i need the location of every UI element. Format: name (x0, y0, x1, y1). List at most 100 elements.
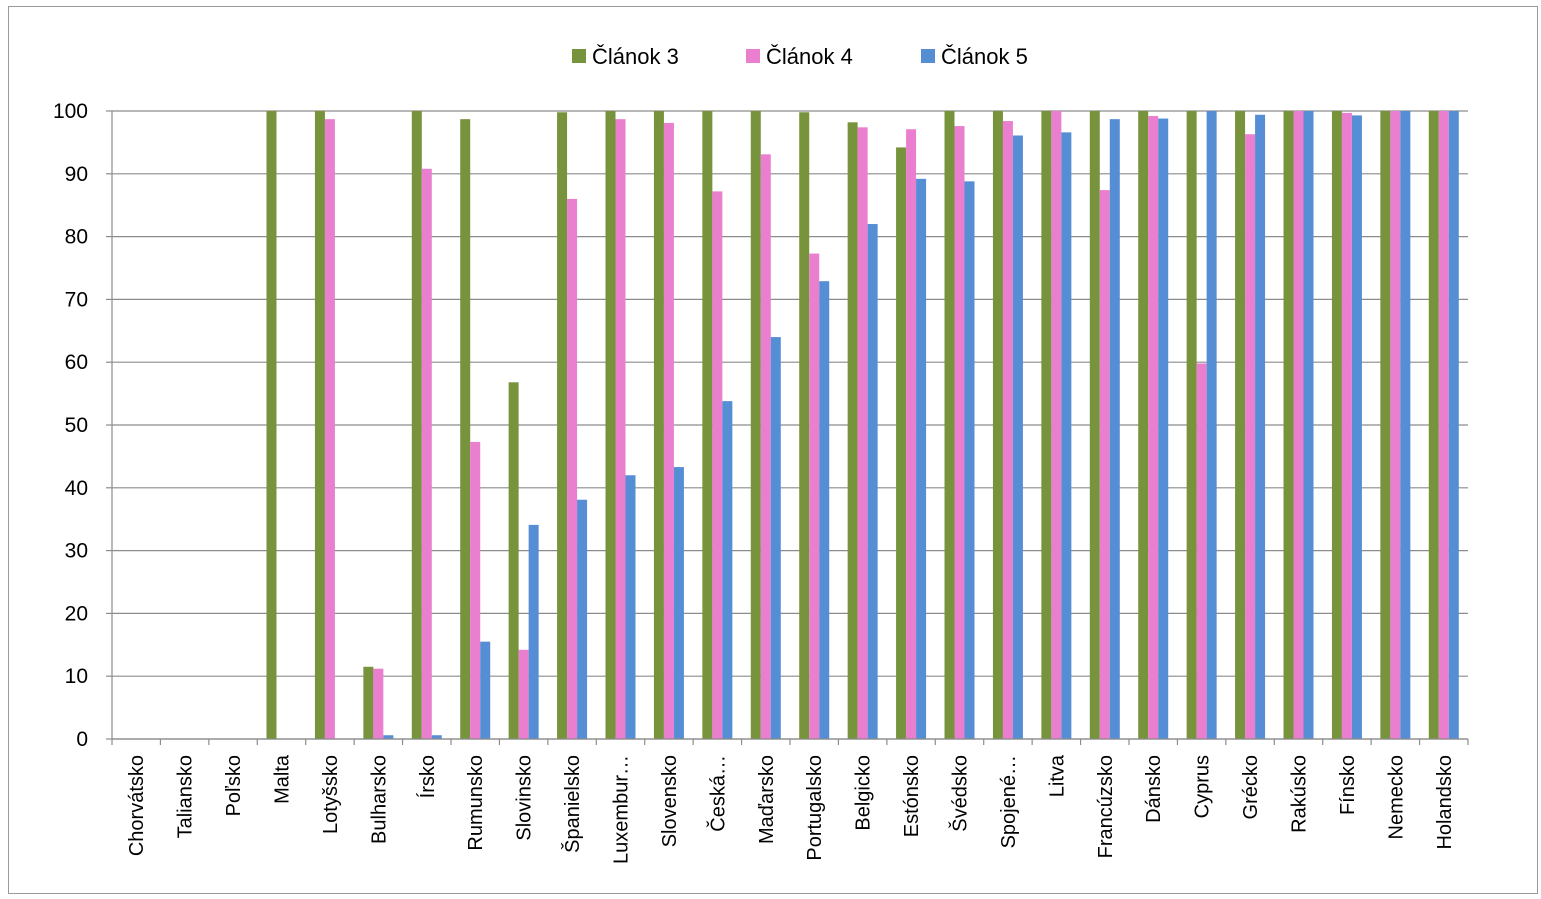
y-tick-label: 50 (65, 414, 88, 437)
bar-4 (1245, 134, 1256, 740)
bar-5 (964, 181, 975, 739)
x-category-label: Belgicko (853, 755, 875, 831)
bar-4 (906, 129, 917, 739)
bar-5 (383, 735, 394, 739)
bar-4 (1341, 112, 1352, 739)
bar-5 (528, 524, 539, 739)
bar-4 (857, 127, 868, 739)
x-category-label: Estónsko (901, 755, 923, 837)
bar-4 (1196, 363, 1207, 739)
bar-5 (431, 735, 442, 739)
x-category-label: Malta (272, 754, 294, 804)
x-category-label: Maďarsko (756, 755, 778, 844)
bar-5 (673, 467, 684, 739)
bar-5 (480, 641, 491, 739)
bar-4 (421, 168, 432, 739)
bar-3 (1041, 111, 1052, 739)
legend-swatch (746, 49, 760, 63)
y-tick-label: 0 (76, 728, 88, 751)
bar-4 (567, 198, 578, 740)
bar-4 (373, 668, 384, 739)
bar-3 (411, 111, 422, 739)
legend-label: Článok 3 (592, 44, 679, 69)
x-category-label: Írsko (416, 755, 439, 798)
legend: Článok 3 Článok 4 Článok 5 (572, 44, 1028, 69)
bar-3 (314, 111, 325, 739)
x-category-label: Švédsko (949, 755, 972, 832)
y-tick-label: 100 (53, 100, 88, 123)
x-category-label: Dánsko (1143, 755, 1165, 823)
y-tick-label: 20 (65, 602, 88, 625)
x-category-label: Portugalsko (804, 755, 826, 861)
bar-4 (954, 126, 965, 739)
bar-4 (809, 253, 820, 739)
bar-5 (722, 401, 733, 739)
y-tick-label: 70 (65, 288, 88, 311)
bar-5 (1206, 111, 1217, 739)
bar-4 (1438, 111, 1449, 739)
bar-4 (1390, 111, 1401, 739)
bar-4 (1002, 121, 1013, 740)
y-axis-ticks: 0 10 20 30 40 50 60 70 80 90 100 (53, 100, 112, 751)
bar-5 (625, 475, 636, 739)
bar-5 (1109, 119, 1120, 739)
x-category-label: Nemecko (1385, 755, 1407, 839)
bar-3 (653, 111, 664, 739)
bar-4 (712, 191, 723, 739)
bar-4 (470, 441, 481, 739)
x-category-label: Slovensko (659, 755, 681, 847)
bar-5 (1400, 111, 1411, 739)
bar-5 (916, 178, 927, 740)
legend-swatch (921, 49, 935, 63)
bar-3 (1428, 111, 1439, 739)
bar-3 (1089, 111, 1100, 739)
bar-4 (324, 119, 335, 739)
bar-5 (867, 224, 878, 740)
bar-3 (750, 111, 761, 739)
bar-4 (760, 154, 771, 739)
x-category-label: Španielsko (561, 755, 584, 853)
bar-3 (508, 382, 519, 739)
bar-3 (605, 111, 616, 739)
bar-5 (1158, 118, 1169, 739)
x-category-label: Holandsko (1434, 755, 1456, 850)
bar-3 (847, 122, 858, 739)
bar-5 (1012, 135, 1023, 739)
x-category-label: Luxembur… (611, 755, 633, 864)
bar-5 (770, 337, 781, 739)
x-category-label: Rumunsko (465, 755, 487, 851)
bar-3 (702, 111, 713, 739)
bar-4 (615, 119, 626, 739)
x-category-label: Spojené… (998, 755, 1020, 848)
bar-3 (363, 666, 374, 739)
x-category-label: Cyprus (1192, 755, 1214, 818)
bar-4 (518, 649, 529, 739)
bar-3 (1380, 111, 1391, 739)
x-category-label: Francúzsko (1095, 755, 1117, 858)
x-category-label: Rakúsko (1289, 755, 1311, 833)
x-category-label: Lotyšsko (320, 755, 342, 834)
x-category-label: Chorvátsko (126, 755, 148, 856)
x-category-label: Litva (1046, 754, 1068, 797)
x-category-label: Poľsko (223, 755, 245, 816)
bar-3 (557, 112, 568, 740)
x-category-label: Fínsko (1337, 755, 1359, 815)
axes (111, 111, 1469, 745)
legend-label: Článok 5 (941, 44, 1028, 69)
bar-5 (1061, 132, 1072, 740)
bar-3 (1235, 111, 1246, 739)
bar-3 (460, 119, 471, 739)
x-category-label: Slovinsko (514, 755, 536, 841)
y-tick-label: 60 (65, 351, 88, 374)
bar-5 (1448, 111, 1459, 739)
bar-3 (1138, 111, 1149, 739)
bar-4 (1099, 190, 1110, 740)
legend-label: Článok 4 (766, 44, 853, 69)
legend-swatch (572, 49, 586, 63)
y-tick-label: 90 (65, 163, 88, 186)
y-tick-label: 10 (65, 665, 88, 688)
x-category-label: Grécko (1240, 755, 1262, 819)
x-category-label: Česká… (706, 755, 729, 832)
bar-3 (266, 111, 277, 739)
